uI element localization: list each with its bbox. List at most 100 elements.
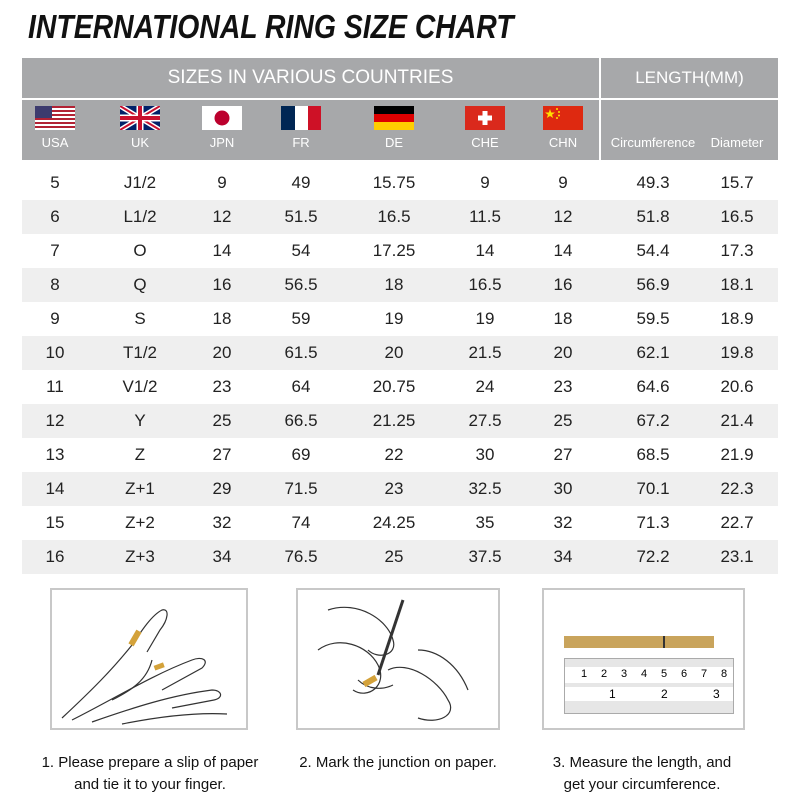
table-cell: 22.7 bbox=[720, 513, 754, 532]
table-cell: 18.1 bbox=[720, 275, 754, 294]
table-row: 5 J1/2 9 49 15.75 9 9 49.3 15.7 bbox=[22, 166, 778, 200]
caption-line: 3. Measure the length, and bbox=[552, 754, 732, 771]
column-label-jpn: JPN bbox=[209, 135, 235, 150]
table-cell: 9 bbox=[558, 173, 568, 192]
table-cell: V1/2 bbox=[122, 377, 158, 396]
table-cell: 30 bbox=[475, 445, 495, 464]
table-cell: 27.5 bbox=[468, 411, 502, 430]
table-cell: Q bbox=[133, 275, 147, 294]
table-cell: 11 bbox=[46, 377, 64, 396]
table-cell: 54 bbox=[291, 241, 311, 260]
table-cell: L1/2 bbox=[123, 207, 157, 226]
table-cell: 30 bbox=[553, 479, 573, 498]
table-cell: 23.1 bbox=[720, 547, 754, 566]
table-cell: 20 bbox=[212, 343, 232, 362]
table-cell: 27 bbox=[553, 445, 573, 464]
table-cell: Z+3 bbox=[125, 547, 155, 566]
table-cell: 71.5 bbox=[284, 479, 318, 498]
table-cell: 9 bbox=[50, 309, 60, 328]
table-cell: 56.9 bbox=[636, 275, 670, 294]
table-cell: 16 bbox=[45, 547, 65, 566]
table-cell: 35 bbox=[475, 513, 495, 532]
column-label-fr: FR bbox=[292, 135, 310, 150]
germany-flag-icon bbox=[374, 106, 414, 130]
paper-strip bbox=[564, 636, 714, 648]
table-cell: 20 bbox=[553, 343, 573, 362]
table-cell: 15.7 bbox=[720, 173, 754, 192]
table-row: 12 Y 25 66.5 21.25 27.5 25 67.2 21.4 bbox=[22, 404, 778, 438]
table-cell: 17.3 bbox=[720, 241, 754, 260]
ruler-mark: 1 bbox=[581, 668, 588, 680]
table-cell: 68.5 bbox=[636, 445, 670, 464]
table-cell: J1/2 bbox=[123, 173, 157, 192]
table-cell: 34 bbox=[553, 547, 573, 566]
table-cell: 17.25 bbox=[372, 241, 416, 260]
ruler-mark: 3 bbox=[713, 687, 720, 701]
marking-pen-icon bbox=[317, 599, 469, 721]
table-cell: 19 bbox=[384, 309, 404, 328]
step-1-caption: 1. Please prepare a slip of paper and tie… bbox=[42, 752, 259, 796]
table-cell: 12 bbox=[45, 411, 65, 430]
column-label-uk: UK bbox=[130, 135, 150, 150]
table-cell: 27 bbox=[212, 445, 232, 464]
table-cell: 20.75 bbox=[372, 377, 416, 396]
ruler-mark: 4 bbox=[641, 668, 648, 680]
sizes-header: SIZES IN VARIOUS COUNTRIES bbox=[22, 58, 599, 98]
table-cell: 74 bbox=[291, 513, 311, 532]
column-label-circumference: Circumference bbox=[610, 135, 696, 150]
table-cell: 56.5 bbox=[284, 275, 318, 294]
table-cell: Z+2 bbox=[125, 513, 155, 532]
table-cell: 15.75 bbox=[372, 173, 416, 192]
table-cell: O bbox=[133, 241, 147, 260]
table-cell: 66.5 bbox=[284, 411, 318, 430]
table-cell: 21.25 bbox=[372, 411, 416, 430]
table-cell: 19 bbox=[475, 309, 495, 328]
caption-line: get your circumference. bbox=[563, 776, 721, 793]
table-cell: 12 bbox=[553, 207, 573, 226]
step-2-caption: 2. Mark the junction on paper. bbox=[299, 752, 497, 774]
table-cell: S bbox=[134, 309, 146, 328]
table-cell: 62.1 bbox=[636, 343, 670, 362]
table-cell: 76.5 bbox=[284, 547, 318, 566]
china-flag-icon bbox=[543, 106, 583, 130]
table-cell: Z+1 bbox=[125, 479, 155, 498]
table-cell: 29 bbox=[212, 479, 232, 498]
table-cell: 49 bbox=[291, 173, 311, 192]
table-row: 10 T1/2 20 61.5 20 21.5 20 62.1 19.8 bbox=[22, 336, 778, 370]
table-cell: 72.2 bbox=[636, 547, 670, 566]
table-cell: 59 bbox=[291, 309, 311, 328]
table-cell: 5 bbox=[50, 173, 60, 192]
table-row: 14 Z+1 29 71.5 23 32.5 30 70.1 22.3 bbox=[22, 472, 778, 506]
usa-flag-icon bbox=[35, 106, 75, 130]
caption-line: 2. Mark the junction on paper. bbox=[299, 754, 497, 771]
column-label-usa: USA bbox=[41, 135, 69, 150]
table-cell: 15 bbox=[45, 513, 65, 532]
table-row: 11 V1/2 23 64 20.75 24 23 64.6 20.6 bbox=[22, 370, 778, 404]
table-cell: 18 bbox=[212, 309, 232, 328]
table-cell: 24 bbox=[475, 377, 495, 396]
table-cell: 23 bbox=[553, 377, 573, 396]
table-cell: 24.25 bbox=[372, 513, 416, 532]
table-cell: 23 bbox=[212, 377, 232, 396]
table-cell: 67.2 bbox=[636, 411, 670, 430]
table-cell: 23 bbox=[384, 479, 404, 498]
table-cell: 16.5 bbox=[468, 275, 502, 294]
table-cell: 7 bbox=[50, 241, 60, 260]
ruler-mark: 1 bbox=[609, 687, 616, 701]
column-label-che: CHE bbox=[471, 135, 499, 150]
ruler-mark: 3 bbox=[621, 668, 628, 680]
table-row: 9 S 18 59 19 19 18 59.5 18.9 bbox=[22, 302, 778, 336]
ruler-mark: 7 bbox=[701, 668, 708, 680]
table-cell: 21.4 bbox=[720, 411, 754, 430]
japan-flag-icon bbox=[202, 106, 242, 130]
table-cell: Y bbox=[134, 411, 146, 430]
table-cell: 32 bbox=[553, 513, 573, 532]
table-cell: 25 bbox=[553, 411, 573, 430]
table-cell: 37.5 bbox=[468, 547, 502, 566]
table-cell: 16 bbox=[553, 275, 573, 294]
table-cell: 14 bbox=[475, 241, 495, 260]
table-cell: 16.5 bbox=[720, 207, 754, 226]
table-cell: 14 bbox=[45, 479, 65, 498]
table-cell: 34 bbox=[212, 547, 232, 566]
table-cell: 9 bbox=[480, 173, 490, 192]
